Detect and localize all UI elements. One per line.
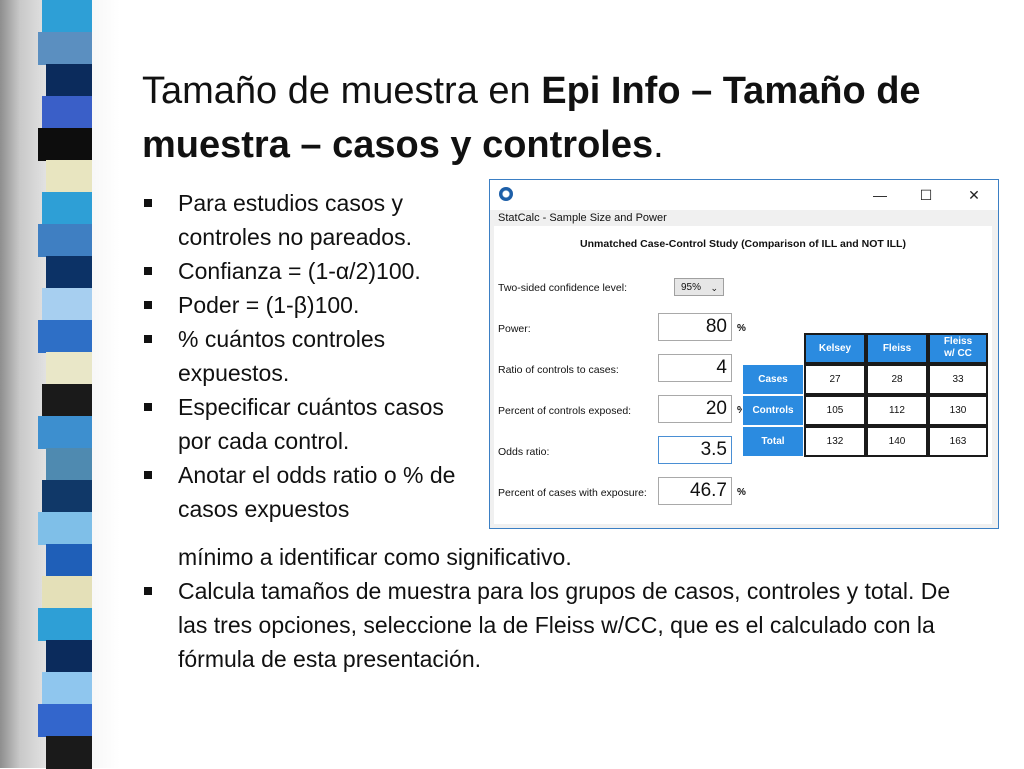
- statcalc-window: — ☐ ✕ StatCalc - Sample Size and Power U…: [489, 179, 999, 529]
- result-cell: 130: [928, 395, 988, 426]
- confidence-select[interactable]: 95% ⌄: [674, 278, 724, 296]
- result-cell: 140: [866, 426, 928, 457]
- strip-block: [42, 480, 92, 513]
- strip-block: [42, 0, 92, 33]
- result-cell: 105: [804, 395, 866, 426]
- minimize-button[interactable]: —: [873, 187, 887, 203]
- strip-block: [38, 128, 92, 161]
- ratio-input[interactable]: 4: [658, 354, 732, 382]
- title-bold: Epi Info – Tamaño de muestra – casos y c…: [142, 70, 921, 166]
- col-header-fleiss: Fleiss: [866, 333, 928, 364]
- window-titlebar: — ☐ ✕: [490, 180, 998, 210]
- bullet-item: Poder = (1-β)100.: [142, 288, 462, 322]
- odds-ratio-input[interactable]: 3.5: [658, 436, 732, 464]
- bullet-item: Especificar cuántos casos por cada contr…: [142, 390, 462, 458]
- bullet-list-bottom: mínimo a identificar como significativo.…: [142, 540, 962, 676]
- result-cell: 163: [928, 426, 988, 457]
- strip-block: [42, 576, 92, 609]
- strip-block: [38, 224, 92, 257]
- power-unit: %: [737, 323, 746, 334]
- row-header-cases: Cases: [742, 364, 804, 395]
- confidence-value: 95%: [681, 282, 702, 293]
- result-cell: 112: [866, 395, 928, 426]
- strip-block: [46, 352, 92, 385]
- title-normal: Tamaño de muestra en: [142, 70, 542, 112]
- strip-block: [38, 608, 92, 641]
- confidence-label: Two-sided confidence level:: [498, 282, 627, 294]
- pct-cases-unit: %: [737, 487, 746, 498]
- strip-block: [46, 448, 92, 481]
- strip-block: [46, 736, 92, 769]
- bullet-item: Calcula tamaños de muestra para los grup…: [142, 574, 962, 676]
- ratio-label: Ratio of controls to cases:: [498, 364, 619, 376]
- close-button[interactable]: ✕: [968, 187, 980, 203]
- pct-controls-label: Percent of controls exposed:: [498, 405, 632, 417]
- col-header-kelsey: Kelsey: [804, 333, 866, 364]
- pct-cases-label: Percent of cases with exposure:: [498, 487, 647, 499]
- strip-block: [42, 192, 92, 225]
- strip-block: [46, 640, 92, 673]
- strip-block: [38, 704, 92, 737]
- pct-cases-input[interactable]: 46.7: [658, 477, 732, 505]
- bullet-item: % cuántos controles expuestos.: [142, 322, 462, 390]
- row-header-controls: Controls: [742, 395, 804, 426]
- pct-controls-unit: %: [737, 405, 746, 416]
- strip-block: [42, 288, 92, 321]
- strip-block: [46, 64, 92, 97]
- strip-block: [42, 96, 92, 129]
- strip-block: [38, 416, 92, 449]
- window-menu-title: StatCalc - Sample Size and Power: [498, 212, 667, 224]
- strip-block: [46, 160, 92, 193]
- strip-block: [42, 384, 92, 417]
- decorative-blocks: [38, 0, 96, 769]
- bullet-item: Anotar el odds ratio o % de casos expues…: [142, 458, 462, 526]
- slide-title: Tamaño de muestra en Epi Info – Tamaño d…: [142, 64, 1002, 172]
- result-cell: 132: [804, 426, 866, 457]
- result-cell: 27: [804, 364, 866, 395]
- sample-size-panel: Unmatched Case-Control Study (Comparison…: [494, 226, 992, 524]
- strip-block: [46, 256, 92, 289]
- bullet-continuation: mínimo a identificar como significativo.: [178, 544, 572, 570]
- row-header-total: Total: [742, 426, 804, 457]
- chevron-down-icon: ⌄: [710, 283, 718, 293]
- bullet-item: Para estudios casos y controles no parea…: [142, 186, 462, 254]
- strip-block: [42, 672, 92, 705]
- power-input[interactable]: 80: [658, 313, 732, 341]
- strip-block: [38, 32, 92, 65]
- result-cell: 33: [928, 364, 988, 395]
- power-label: Power:: [498, 323, 531, 335]
- study-title: Unmatched Case-Control Study (Comparison…: [580, 238, 906, 250]
- bullet-list-left: Para estudios casos y controles no parea…: [142, 186, 462, 526]
- strip-block: [38, 512, 92, 545]
- result-cell: 28: [866, 364, 928, 395]
- strip-block: [46, 544, 92, 577]
- pct-controls-input[interactable]: 20: [658, 395, 732, 423]
- app-icon: [499, 187, 513, 201]
- col-header-fleiss-cc: Fleiss w/ CC: [928, 333, 988, 364]
- maximize-button[interactable]: ☐: [919, 187, 933, 203]
- title-end: .: [653, 124, 664, 166]
- decorative-strip: [0, 0, 120, 769]
- odds-ratio-label: Odds ratio:: [498, 446, 550, 458]
- bullet-item: Confianza = (1-α/2)100.: [142, 254, 462, 288]
- strip-block: [38, 320, 92, 353]
